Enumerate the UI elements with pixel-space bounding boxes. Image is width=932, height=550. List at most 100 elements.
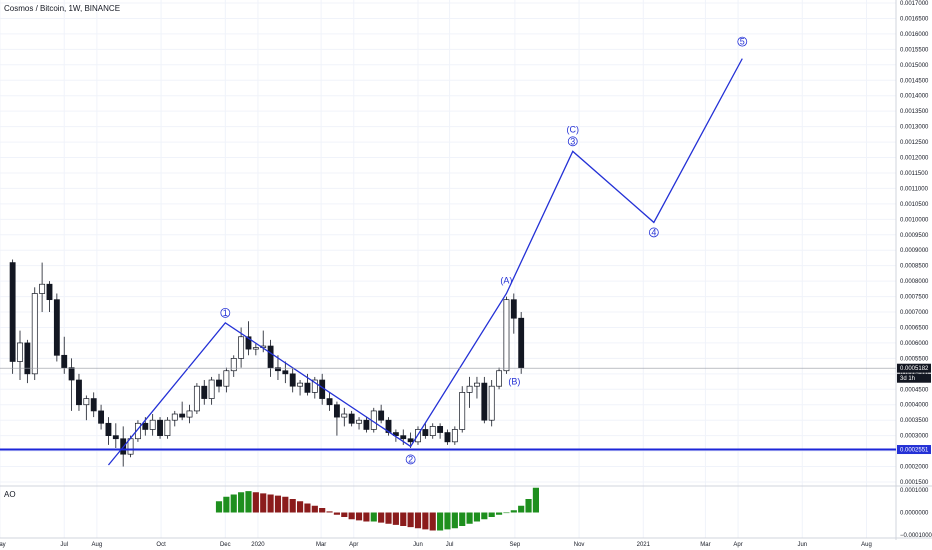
candle-body bbox=[378, 410, 385, 421]
candle-body bbox=[444, 432, 451, 443]
price-tick: 0.0008000 bbox=[900, 279, 929, 285]
ao-bar bbox=[510, 510, 517, 513]
ao-bar bbox=[392, 512, 399, 525]
ao-bar bbox=[223, 496, 230, 513]
countdown-badge-bg bbox=[897, 373, 931, 383]
price-tick: 0.0008500 bbox=[900, 264, 929, 270]
ao-bar bbox=[326, 511, 333, 513]
candle-body bbox=[510, 299, 517, 319]
wave-label-3: 3 bbox=[570, 136, 575, 146]
time-tick: Aug bbox=[92, 542, 103, 548]
ao-bar bbox=[296, 501, 304, 513]
ao-bar bbox=[274, 495, 282, 513]
ao-tick: −0.0001000 bbox=[900, 533, 932, 539]
candle-body bbox=[304, 382, 311, 393]
price-tick: 0.0003000 bbox=[900, 434, 929, 440]
support-badge: 0.0002551 bbox=[900, 448, 929, 454]
candle-body bbox=[356, 419, 362, 424]
price-tick: 0.0009000 bbox=[900, 248, 929, 254]
candle-body bbox=[53, 299, 60, 356]
candle-body bbox=[400, 435, 407, 440]
ao-bar bbox=[525, 499, 532, 513]
candle-body bbox=[223, 370, 230, 387]
candle-body bbox=[238, 336, 245, 359]
candle-body bbox=[407, 438, 414, 443]
candle-body bbox=[392, 432, 399, 436]
ao-bar bbox=[481, 512, 488, 520]
candle-body bbox=[297, 382, 304, 387]
candle-body bbox=[363, 419, 370, 430]
price-tick: 0.0006000 bbox=[900, 341, 929, 347]
chart-title: Cosmos / Bitcoin, 1W, BINANCE bbox=[4, 4, 121, 13]
candle-body bbox=[24, 342, 31, 375]
price-tick: 0.0012000 bbox=[900, 156, 929, 162]
ao-bar bbox=[304, 503, 311, 513]
ao-bar bbox=[215, 501, 223, 513]
ao-bar bbox=[341, 512, 348, 517]
candle-body bbox=[134, 422, 141, 440]
time-tick: Mar bbox=[700, 542, 710, 548]
price-tick: 0.0001500 bbox=[900, 480, 929, 486]
ao-bar bbox=[238, 492, 245, 513]
price-tick: 0.0013000 bbox=[900, 125, 929, 131]
price-tick: 0.0006500 bbox=[900, 325, 929, 331]
candle-body bbox=[474, 382, 480, 387]
ao-bar bbox=[503, 512, 510, 514]
countdown-badge: 3d 1h bbox=[900, 376, 915, 382]
price-tick: 0.0014500 bbox=[900, 78, 929, 84]
ao-bar bbox=[230, 494, 237, 513]
price-tick: 0.0013500 bbox=[900, 109, 929, 115]
price-tick: 0.0009500 bbox=[900, 233, 929, 239]
ao-bar bbox=[385, 512, 392, 524]
wave-label-4: 4 bbox=[651, 227, 656, 237]
candle-body bbox=[68, 367, 75, 381]
ao-bar bbox=[407, 512, 414, 528]
price-tick: 0.0007000 bbox=[900, 310, 929, 316]
candle-body bbox=[76, 379, 82, 406]
ao-bar bbox=[311, 505, 318, 513]
ao-bar bbox=[488, 512, 495, 517]
candle-body bbox=[31, 293, 38, 375]
candle-body bbox=[157, 419, 163, 436]
price-tick: 0.0011500 bbox=[900, 171, 929, 177]
candle-body bbox=[39, 283, 46, 294]
wave-label-5: 5 bbox=[740, 37, 745, 47]
support-badge-bg bbox=[897, 445, 931, 455]
ao-bar bbox=[437, 512, 444, 531]
ao-bar bbox=[444, 512, 451, 530]
time-tick: Mar bbox=[316, 542, 326, 548]
candle-body bbox=[201, 385, 208, 399]
price-tick: 0.0015000 bbox=[900, 63, 929, 69]
candle-body bbox=[17, 342, 23, 362]
price-tick: 0.0017000 bbox=[900, 1, 929, 7]
candle-body bbox=[459, 392, 466, 430]
candle-body bbox=[422, 429, 429, 436]
ao-bar bbox=[245, 491, 252, 513]
candle-body bbox=[171, 413, 178, 421]
price-tick: 0.0015500 bbox=[900, 47, 929, 53]
ao-bar bbox=[355, 512, 363, 521]
ao-bar bbox=[473, 512, 481, 522]
price-tick: 0.0002000 bbox=[900, 465, 929, 471]
ao-bar bbox=[495, 512, 503, 515]
candle-body bbox=[186, 410, 193, 418]
time-tick: May bbox=[0, 542, 6, 548]
ao-bar bbox=[532, 487, 539, 513]
candle-body bbox=[333, 404, 340, 418]
candle-body bbox=[289, 373, 296, 387]
ao-bar bbox=[451, 512, 458, 529]
wave-label-a: (A) bbox=[500, 275, 512, 285]
candle-body bbox=[208, 379, 215, 399]
ao-bar bbox=[429, 512, 436, 531]
price-tick: 0.0012500 bbox=[900, 140, 929, 146]
candle-body bbox=[9, 262, 16, 362]
ao-tick: 0.0000000 bbox=[900, 511, 929, 517]
price-tick: 0.0004500 bbox=[900, 387, 929, 393]
time-tick: Dec bbox=[220, 542, 231, 548]
ao-bar bbox=[370, 512, 377, 522]
ao-bar bbox=[252, 492, 259, 513]
price-tick: 0.0014000 bbox=[900, 94, 929, 100]
price-tick: 0.0004000 bbox=[900, 403, 929, 409]
price-tick: 0.0011000 bbox=[900, 186, 929, 192]
